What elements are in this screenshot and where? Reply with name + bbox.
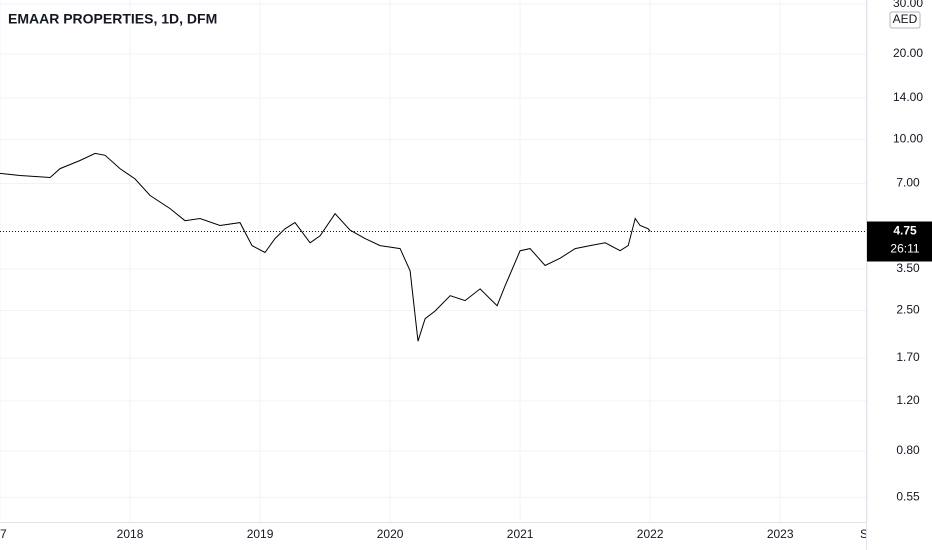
x-tick-label: 17	[0, 527, 7, 541]
y-tick-label: 7.00	[896, 176, 920, 190]
y-tick-label: 0.80	[896, 443, 920, 457]
x-tick-label: 2021	[507, 527, 534, 541]
currency-label: AED	[893, 12, 918, 26]
y-tick-label: 1.20	[896, 393, 920, 407]
x-tick-label: 2019	[247, 527, 274, 541]
y-tick-label: 30.00	[893, 0, 923, 10]
y-tick-label: 2.50	[896, 303, 920, 317]
x-tick-label: 2020	[377, 527, 404, 541]
chart-title: EMAAR PROPERTIES, 1D, DFM	[8, 11, 217, 27]
y-tick-label: 3.50	[896, 261, 920, 275]
countdown-label: 26:11	[890, 242, 919, 256]
axis-layer: 0.55 0.80 1.20 1.70 2.50 3.50 7.00 10.00 14.00 20…	[867, 0, 932, 503]
y-tick-label: 14.00	[893, 90, 923, 104]
x-tick-label: 2018	[117, 527, 144, 541]
x-tick-label: Se	[860, 527, 875, 541]
y-tick-label: 10.00	[893, 132, 923, 146]
grid-layer	[0, 0, 868, 522]
y-tick-label: 0.55	[896, 489, 920, 503]
y-tick-label: 20.00	[893, 46, 923, 60]
last-price-label: 4.75	[893, 224, 917, 238]
currency-box	[889, 11, 921, 29]
x-tick-label: 2023	[767, 527, 794, 541]
plot-area	[0, 152, 866, 342]
last-price-box	[867, 221, 932, 262]
time-axis: 17 2018 2019 2020 2021 2022 2023 Se	[0, 527, 875, 541]
x-tick-label: 2022	[637, 527, 664, 541]
price-line	[0, 152, 651, 342]
y-tick-label: 1.70	[896, 350, 920, 364]
